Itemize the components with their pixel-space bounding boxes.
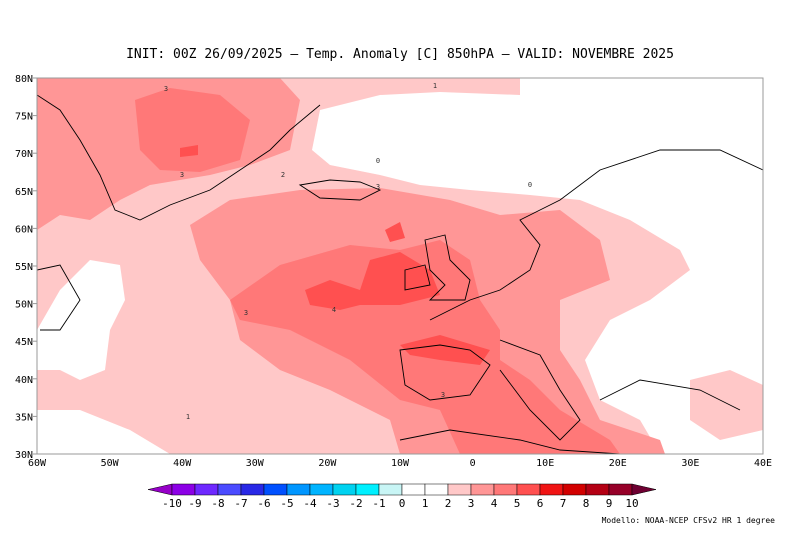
colorbar-label: 6 xyxy=(537,497,544,510)
map-field xyxy=(37,78,763,454)
colorbar-box xyxy=(608,483,633,496)
footer-source: Modello: NOAA-NCEP CFSv2 HR 1 degree xyxy=(602,516,776,525)
colorbar-label: -3 xyxy=(326,497,339,510)
colorbar-box xyxy=(171,483,196,496)
colorbar-label: 9 xyxy=(606,497,613,510)
contour-label: 3 xyxy=(376,183,380,191)
lon-label: 0 xyxy=(470,458,476,469)
lon-label: 50W xyxy=(101,458,120,469)
colorbar-label: 3 xyxy=(468,497,475,510)
colorbar-box xyxy=(194,483,219,496)
field-strong xyxy=(400,335,490,365)
contour-label: 3 xyxy=(244,309,248,317)
lat-label: 50N xyxy=(15,300,33,311)
lon-label: 20W xyxy=(318,458,337,469)
field-strong xyxy=(180,145,198,157)
lat-label: 45N xyxy=(15,337,33,348)
lat-label: 70N xyxy=(15,149,33,160)
colorbar-label: -7 xyxy=(234,497,247,510)
colorbar-label: 7 xyxy=(560,497,567,510)
field-dark xyxy=(135,88,250,172)
colorbar-box xyxy=(447,483,472,496)
field-pink xyxy=(690,370,763,440)
colorbar-label: 10 xyxy=(625,497,638,510)
colorbar-label: -9 xyxy=(188,497,201,510)
colorbar-label: 8 xyxy=(583,497,590,510)
lon-label: 60W xyxy=(28,458,47,469)
contour-label: 3 xyxy=(180,171,184,179)
colorbar-arrow xyxy=(147,483,173,496)
lat-label: 40N xyxy=(15,375,33,386)
coastlines xyxy=(37,94,763,454)
contour-label: 0 xyxy=(528,181,532,189)
colorbar-box xyxy=(562,483,587,496)
colorbar-box xyxy=(309,483,334,496)
contour-label: 0 xyxy=(376,157,380,165)
colorbar-box xyxy=(332,483,357,496)
field-white xyxy=(310,78,763,454)
lon-label: 10W xyxy=(391,458,410,469)
colorbar-box xyxy=(493,483,518,496)
lat-label: 30N xyxy=(15,450,33,461)
colorbar-box xyxy=(424,483,449,496)
colorbar-box xyxy=(263,483,288,496)
colorbar-box xyxy=(355,483,380,496)
colorbar-box xyxy=(286,483,311,496)
colorbar-box xyxy=(378,483,403,496)
lon-label: 10E xyxy=(536,458,554,469)
colorbar-label: 5 xyxy=(514,497,521,510)
lat-label: 60N xyxy=(15,224,33,235)
colorbar-label: 0 xyxy=(399,497,406,510)
contour-label: 1 xyxy=(433,82,437,90)
field-strong xyxy=(385,222,405,242)
colorbar-label: 1 xyxy=(422,497,429,510)
colorbar-box xyxy=(240,483,265,496)
contour-label: 1 xyxy=(186,413,190,421)
contour-label: 4 xyxy=(332,306,336,314)
lon-label: 30E xyxy=(681,458,699,469)
colorbar-label: -1 xyxy=(372,497,385,510)
contour-label: 3 xyxy=(164,85,168,93)
colorbar: -10 -9 -8 -7 -6 -5 -4 -3 -2 -1 0 1 2 3 4 5 6 7 8 9 10 xyxy=(147,483,657,510)
colorbar-box xyxy=(401,483,426,496)
colorbar-label: -10 xyxy=(162,497,182,510)
colorbar-label: -2 xyxy=(349,497,362,510)
contour-label: 3 xyxy=(441,391,445,399)
colorbar-arrow xyxy=(631,483,657,496)
colorbar-box xyxy=(516,483,541,496)
lon-label: 20E xyxy=(609,458,627,469)
lat-label: 80N xyxy=(15,74,33,85)
field-strong xyxy=(305,252,440,310)
lat-label: 35N xyxy=(15,412,33,423)
colorbar-box xyxy=(217,483,242,496)
contour-label: 2 xyxy=(281,171,285,179)
colorbar-box xyxy=(539,483,564,496)
lat-label: 55N xyxy=(15,262,33,273)
colorbar-label: -4 xyxy=(303,497,317,510)
field-white xyxy=(37,410,170,454)
title: INIT: 00Z 26/09/2025 – Temp. Anomaly [C]… xyxy=(126,47,674,62)
field-white xyxy=(37,260,125,380)
lon-label: 40E xyxy=(754,458,772,469)
colorbar-box xyxy=(470,483,495,496)
colorbar-box xyxy=(585,483,610,496)
lon-label: 40W xyxy=(173,458,192,469)
colorbar-label: -5 xyxy=(280,497,293,510)
colorbar-label: -8 xyxy=(211,497,224,510)
colorbar-label: 4 xyxy=(491,497,498,510)
lon-label: 30W xyxy=(246,458,265,469)
colorbar-label: -6 xyxy=(257,497,270,510)
lat-label: 75N xyxy=(15,112,33,123)
lat-label: 65N xyxy=(15,187,33,198)
colorbar-label: 2 xyxy=(445,497,452,510)
